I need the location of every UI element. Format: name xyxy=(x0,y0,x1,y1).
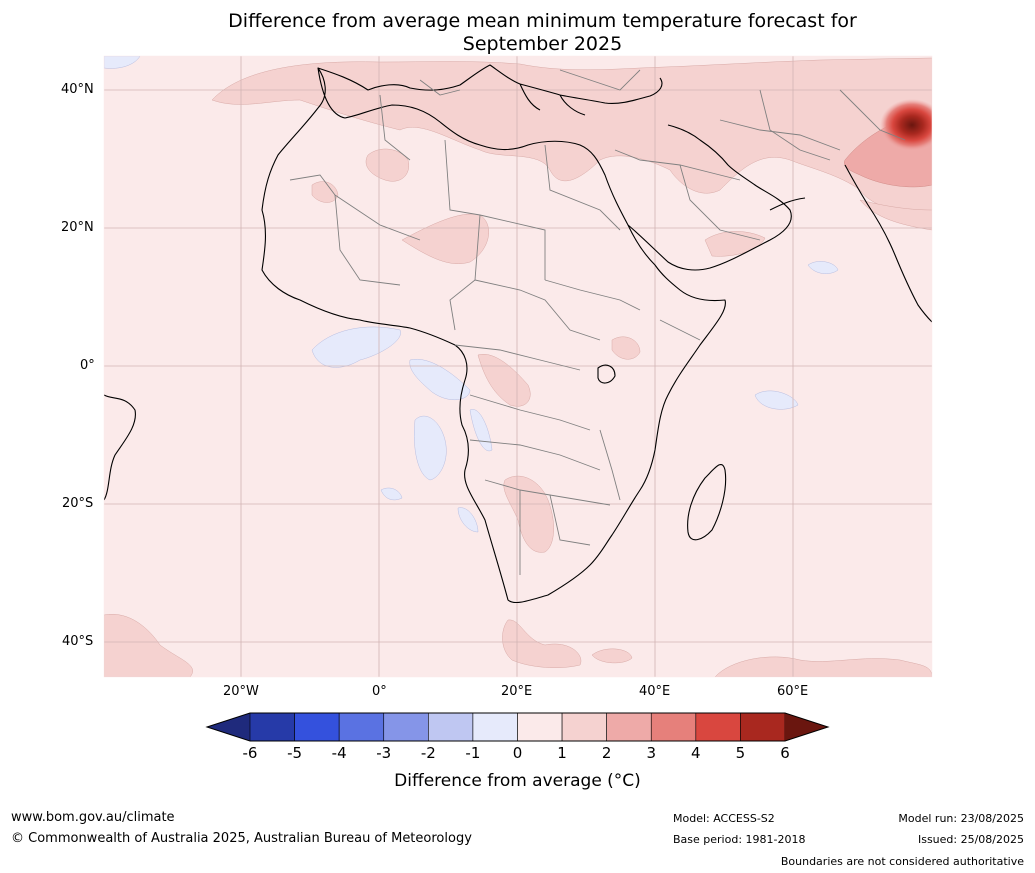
arabia-coastline xyxy=(627,124,806,271)
lat-label-40n: 40°N xyxy=(61,82,94,97)
madagascar-coastline xyxy=(687,464,727,541)
anomaly-region-atlantic-south xyxy=(414,415,447,481)
colorbar-under xyxy=(207,713,250,741)
colorbar-tick-label: 5 xyxy=(735,744,746,762)
colorbar-bin xyxy=(428,712,474,742)
footer-issued: Issued: 25/08/2025 xyxy=(917,833,1024,846)
lat-label-20s: 20°S xyxy=(62,496,94,511)
footer-model: Model: ACCESS-S2 xyxy=(673,812,775,825)
country-borders xyxy=(289,69,906,575)
anomaly-region-sahel xyxy=(401,213,489,264)
anomaly-region-south-ocean-2 xyxy=(502,619,582,668)
colorbar-outline xyxy=(205,712,830,742)
colorbar-bin xyxy=(338,712,385,742)
anomaly-hotspot xyxy=(880,99,932,151)
south-america-coastline xyxy=(104,394,136,501)
coastlines xyxy=(104,64,932,604)
colorbar-tick-label: -2 xyxy=(420,744,436,762)
lat-label-40s: 40°S xyxy=(62,634,94,649)
anomaly-region-arabian-sea-cool xyxy=(807,261,839,274)
anomaly-region-south-ocean-4 xyxy=(714,656,932,677)
footer-disclaimer: Boundaries are not considered authoritat… xyxy=(780,855,1024,868)
anomaly-region-south-ocean xyxy=(104,613,193,677)
map-title: Difference from average mean minimum tem… xyxy=(0,10,1035,56)
footer-base-period: Base period: 1981-2018 xyxy=(673,833,806,846)
africa-coastline xyxy=(261,67,726,604)
footer-url[interactable]: www.bom.gov.au/climate xyxy=(11,810,175,825)
colorbar-label: Difference from average (°C) xyxy=(394,771,641,791)
anomaly-region-congo-west xyxy=(469,409,493,452)
anomaly-shading xyxy=(104,56,932,677)
colorbar-tick-label: 3 xyxy=(646,744,657,762)
anomaly-region-sw-africa xyxy=(503,475,554,553)
anomaly-region-north xyxy=(211,57,932,221)
anomaly-region-atlantic-small xyxy=(380,487,403,501)
lon-label-20e: 20°E xyxy=(501,684,533,699)
anomaly-region-namibia-coast xyxy=(457,507,479,533)
colorbar-bin xyxy=(740,712,786,742)
anomaly-region-libya xyxy=(311,181,339,203)
colorbar-tick-label: 0 xyxy=(512,744,523,762)
anomaly-region-gulf-of-guinea xyxy=(311,326,401,368)
anomaly-region-india xyxy=(859,199,932,231)
title-line-1: Difference from average mean minimum tem… xyxy=(228,10,857,32)
europe-coastline xyxy=(317,64,663,116)
colorbar-tick-label: -6 xyxy=(242,744,258,762)
colorbar-over xyxy=(785,713,828,741)
lat-label-0: 0° xyxy=(80,358,95,373)
colorbar-tick-label: -1 xyxy=(465,744,481,762)
colorbar-bin xyxy=(695,712,741,742)
india-coastline xyxy=(844,164,932,323)
colorbar-bin xyxy=(606,712,652,742)
colorbar-tick-label: -5 xyxy=(287,744,303,762)
colorbar-tick-label: -4 xyxy=(331,744,347,762)
colorbar xyxy=(205,712,830,742)
anomaly-region-indian-ocean xyxy=(754,390,799,410)
footer-model-run: Model run: 23/08/2025 xyxy=(898,812,1024,825)
colorbar-tick-label: -3 xyxy=(376,744,392,762)
map-frame xyxy=(103,55,933,678)
lon-label-60e: 60°E xyxy=(777,684,809,699)
anomaly-region-west-sahara xyxy=(365,148,410,182)
colorbar-bin xyxy=(383,712,429,742)
title-line-2: September 2025 xyxy=(462,33,623,55)
anomaly-region-south-ocean-3 xyxy=(591,648,633,664)
colorbar-tick-label: 2 xyxy=(601,744,612,762)
lon-label-0: 0° xyxy=(372,684,387,699)
colorbar-tick-label: 6 xyxy=(780,744,790,762)
lat-label-20n: 20°N xyxy=(61,220,94,235)
colorbar-bin xyxy=(472,712,518,742)
colorbar-bin xyxy=(650,712,697,742)
colorbar-bin xyxy=(294,712,340,742)
colorbar-bin xyxy=(561,712,607,742)
colorbar-bin xyxy=(517,712,563,742)
lake-victoria xyxy=(597,364,616,384)
colorbar-tick-label: 4 xyxy=(691,744,701,762)
colorbar-tick-label: 1 xyxy=(557,744,567,762)
lon-label-20w: 20°W xyxy=(223,684,259,699)
anomaly-region-horn xyxy=(611,336,641,360)
colorbar-bins xyxy=(249,712,786,742)
footer-copyright: © Commonwealth of Australia 2025, Austra… xyxy=(11,831,472,846)
lon-label-40e: 40°E xyxy=(639,684,671,699)
graticule xyxy=(104,56,932,677)
colorbar-bin xyxy=(249,712,295,742)
